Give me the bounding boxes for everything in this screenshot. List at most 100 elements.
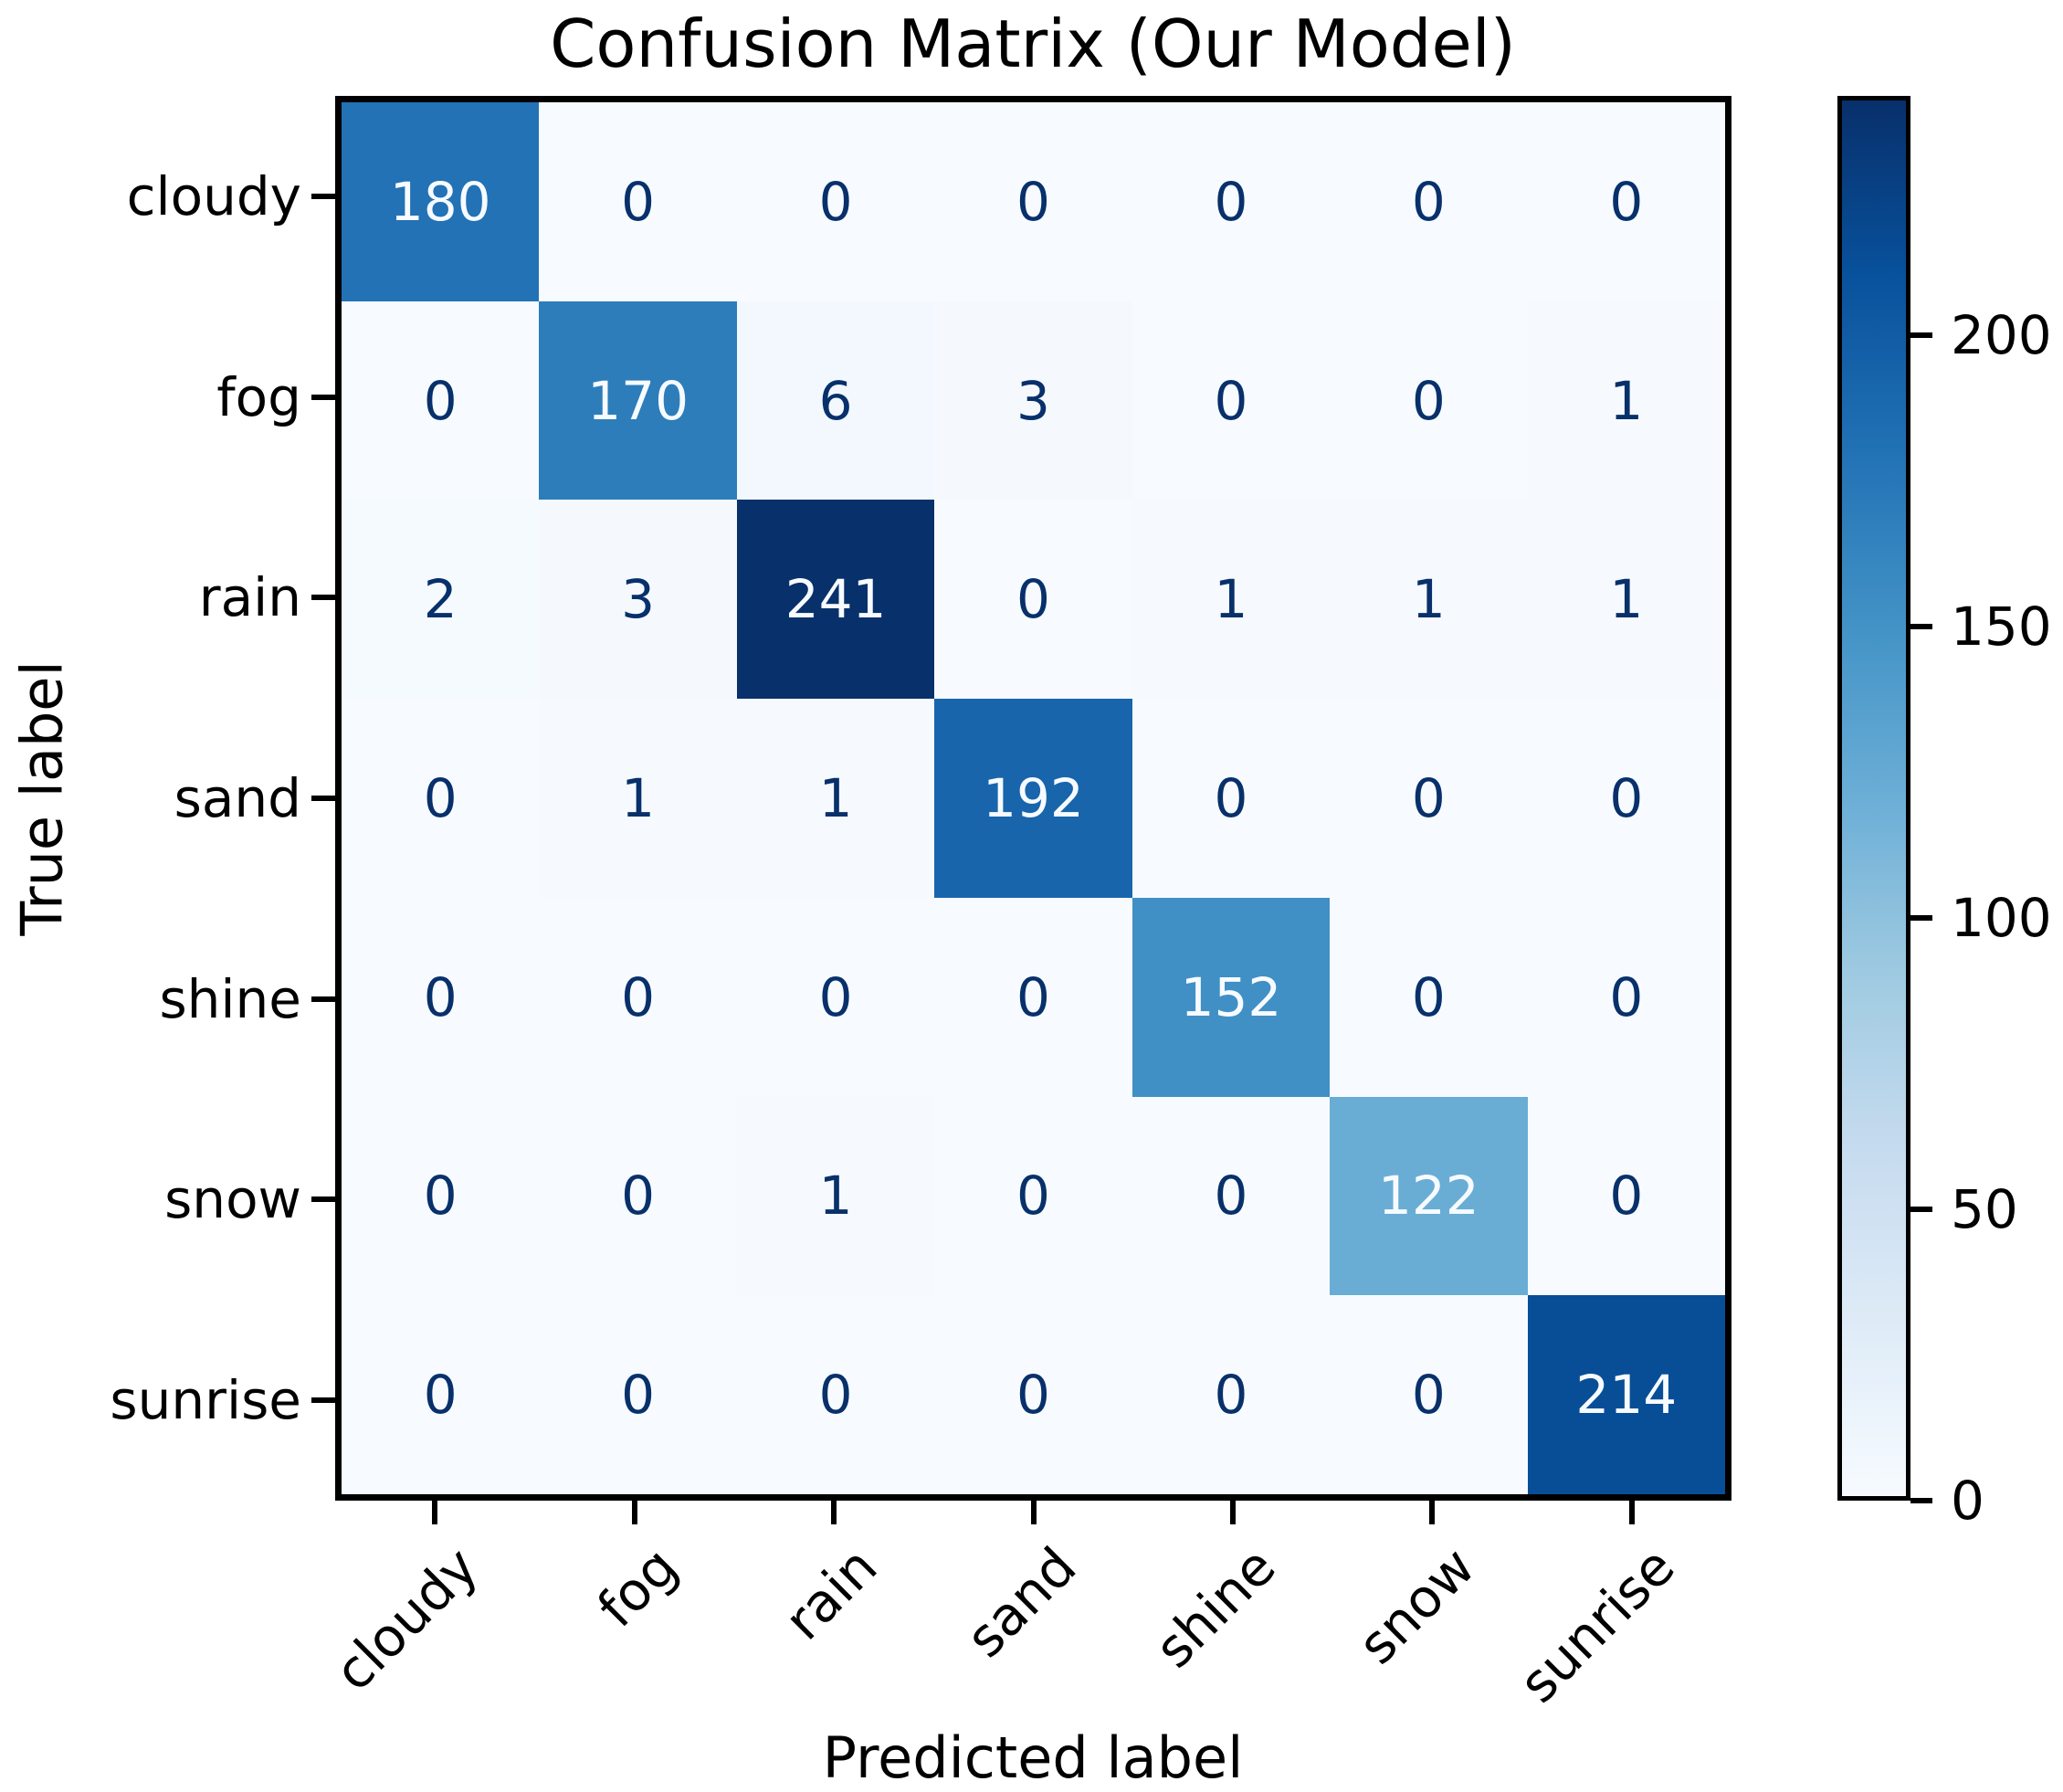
cell-value: 0: [423, 1364, 458, 1427]
cell-value: 0: [1609, 170, 1644, 233]
y-tick-mark: [311, 1196, 335, 1203]
heatmap-cell-cloudy-sunrise: 0: [1527, 102, 1725, 301]
heatmap-cell-cloudy-sand: 0: [934, 102, 1132, 301]
cell-value: 0: [1016, 1364, 1050, 1427]
x-tick-mark: [1030, 1501, 1037, 1524]
heatmap-cell-shine-snow: 0: [1330, 897, 1528, 1097]
cell-value: 0: [423, 965, 458, 1028]
cell-value: 0: [1411, 369, 1446, 432]
y-tick-label-fog: fog: [216, 365, 301, 428]
cell-value: 1: [818, 1165, 853, 1228]
y-tick-label-snow: snow: [164, 1168, 301, 1231]
heatmap-cell-fog-fog: 170: [539, 300, 737, 501]
x-tick-mark: [631, 1501, 637, 1524]
cell-value: 0: [818, 170, 853, 233]
chart-title: Confusion Matrix (Our Model): [550, 5, 1516, 82]
cell-value: 0: [1411, 965, 1446, 1028]
heatmap-cell-sand-cloudy: 0: [342, 699, 540, 898]
y-tick-label-sand: sand: [174, 767, 301, 829]
x-tick-mark: [1429, 1501, 1436, 1524]
y-axis-title: True label: [8, 660, 76, 936]
heatmap-cell-snow-rain: 1: [736, 1096, 935, 1296]
cell-value: 122: [1377, 1165, 1479, 1228]
cell-value: 214: [1575, 1364, 1678, 1427]
heatmap-cell-sunrise-rain: 0: [736, 1295, 935, 1494]
heatmap-cell-fog-rain: 6: [736, 300, 935, 501]
cell-value: 6: [818, 369, 853, 432]
heatmap-cell-shine-cloudy: 0: [342, 897, 540, 1097]
cell-value: 1: [1214, 568, 1248, 631]
cell-value: 0: [818, 965, 853, 1028]
cell-value: 0: [423, 766, 458, 829]
heatmap-cell-cloudy-shine: 0: [1131, 102, 1331, 301]
heatmap-cell-sand-rain: 1: [736, 699, 935, 898]
y-tick-mark: [311, 796, 335, 801]
cell-value: 1: [621, 766, 656, 829]
x-tick-label-snow: snow: [1346, 1535, 1488, 1677]
heatmap-cell-snow-fog: 0: [539, 1096, 737, 1296]
heatmap-cell-cloudy-cloudy: 180: [342, 102, 540, 301]
heatmap-cell-rain-rain: 241: [736, 500, 935, 700]
heatmap-cell-snow-sunrise: 0: [1527, 1096, 1725, 1296]
cell-value: 0: [818, 1364, 853, 1427]
x-tick-label-rain: rain: [772, 1535, 889, 1652]
colorbar: [1837, 96, 1910, 1501]
y-tick-mark: [311, 1397, 335, 1404]
cell-value: 3: [1016, 369, 1050, 432]
heatmap-cell-rain-snow: 1: [1330, 500, 1528, 700]
heatmap-cell-cloudy-snow: 0: [1330, 102, 1528, 301]
cell-value: 0: [1016, 170, 1050, 233]
cell-value: 1: [1609, 568, 1644, 631]
heatmap-cell-sand-sunrise: 0: [1527, 699, 1725, 898]
x-tick-label-shine: shine: [1142, 1535, 1289, 1681]
x-tick-label-cloudy: cloudy: [321, 1535, 490, 1703]
y-tick-label-rain: rain: [198, 566, 301, 629]
heatmap-cell-sand-sand: 192: [934, 699, 1132, 898]
cell-value: 0: [423, 369, 458, 432]
y-tick-label-cloudy: cloudy: [126, 164, 301, 227]
cell-value: 1: [818, 766, 853, 829]
heatmap-cell-sand-snow: 0: [1330, 699, 1528, 898]
cell-value: 0: [1214, 1165, 1248, 1228]
colorbar-tick-label-150: 150: [1951, 595, 2052, 658]
cell-value: 0: [621, 1165, 656, 1228]
cell-value: 0: [423, 1165, 458, 1228]
heatmap-cell-snow-cloudy: 0: [342, 1096, 540, 1296]
y-tick-mark: [311, 595, 335, 601]
x-tick-label-sunrise: sunrise: [1507, 1535, 1687, 1715]
heatmap-cell-snow-sand: 0: [934, 1096, 1132, 1296]
cell-value: 241: [784, 568, 887, 631]
cell-value: 2: [423, 568, 458, 631]
cell-value: 180: [389, 170, 491, 233]
heatmap-cell-sand-fog: 1: [539, 699, 737, 898]
cell-value: 0: [1411, 170, 1446, 233]
cell-value: 1: [1411, 568, 1446, 631]
y-tick-mark: [311, 394, 335, 400]
cell-value: 0: [1214, 1364, 1248, 1427]
y-tick-mark: [311, 193, 335, 199]
heatmap-cell-rain-sunrise: 1: [1527, 500, 1725, 700]
cell-value: 0: [1016, 965, 1050, 1028]
cell-value: 0: [1411, 766, 1446, 829]
cell-value: 0: [1214, 170, 1248, 233]
colorbar-tick-mark: [1910, 623, 1932, 629]
colorbar-tick-mark: [1910, 332, 1932, 338]
heatmap-cell-rain-cloudy: 2: [342, 500, 540, 700]
heatmap-cell-sunrise-sand: 0: [934, 1295, 1132, 1494]
x-tick-mark: [432, 1501, 438, 1524]
x-tick-mark: [831, 1501, 837, 1524]
heatmap-cell-rain-sand: 0: [934, 500, 1132, 700]
y-tick-label-sunrise: sunrise: [110, 1369, 301, 1432]
y-tick-label-shine: shine: [159, 967, 301, 1030]
colorbar-tick-mark: [1910, 914, 1932, 921]
cell-value: 0: [1016, 1165, 1050, 1228]
x-axis-title: Predicted label: [822, 1724, 1244, 1791]
cell-value: 0: [621, 170, 656, 233]
heatmap-cell-fog-cloudy: 0: [342, 300, 540, 501]
heatmap-cell-rain-shine: 1: [1131, 500, 1331, 700]
x-tick-mark: [1628, 1501, 1635, 1524]
heatmap-cell-rain-fog: 3: [539, 500, 737, 700]
cell-value: 0: [1609, 1165, 1644, 1228]
heatmap-cell-shine-sand: 0: [934, 897, 1132, 1097]
cell-value: 0: [1411, 1364, 1446, 1427]
